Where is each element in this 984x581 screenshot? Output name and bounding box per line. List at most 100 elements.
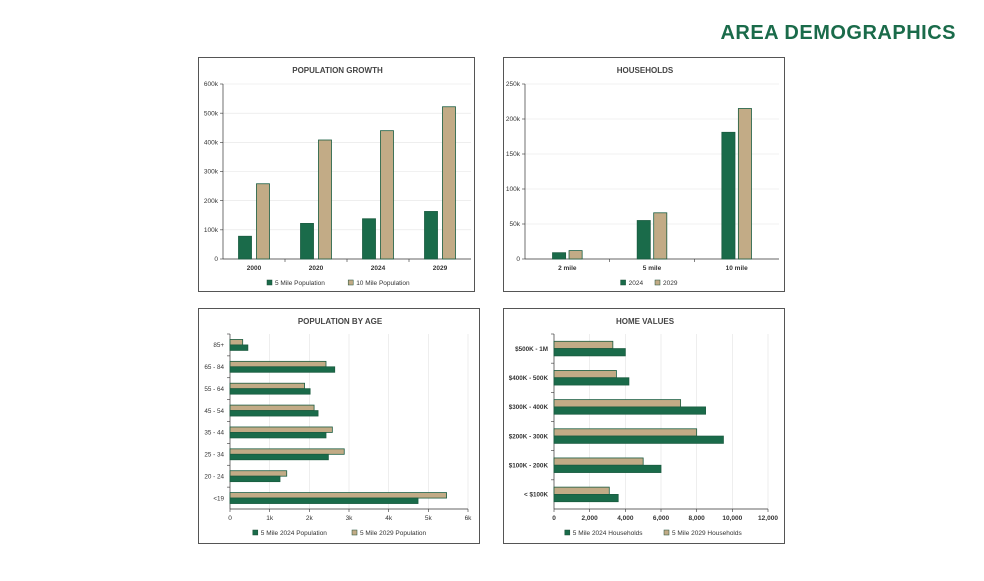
x-tick-label: 2 mile xyxy=(558,265,577,272)
legend-swatch-5-mile-2024-households xyxy=(564,529,571,536)
y-tick-label: $300K - 400K xyxy=(509,404,549,411)
x-tick-label: 0 xyxy=(552,515,556,522)
legend-label-5-mile-2029-households: 5 Mile 2029 Households xyxy=(672,530,742,537)
y-tick-label: $400K - 500K xyxy=(509,375,549,382)
y-tick-label: 150k xyxy=(506,151,521,158)
chart-title: POPULATION BY AGE xyxy=(298,317,383,326)
y-tick-label: $500K - 1M xyxy=(515,346,548,353)
bar-5-mile-2029-households-300k-400k xyxy=(553,399,682,408)
y-tick-label: 250k xyxy=(506,81,521,88)
bar-5-mile-2024-population-85 xyxy=(229,344,249,351)
legend-label-5-mile-2024-households: 5 Mile 2024 Households xyxy=(573,530,643,537)
legend-label-5-mile-population: 5 Mile Population xyxy=(275,280,325,287)
bar-5-mile-2024-population-19 xyxy=(229,497,419,504)
y-tick-label: 35 - 44 xyxy=(204,430,224,437)
x-tick-label: 0 xyxy=(228,515,232,522)
bar-5-mile-2029-population-25-34 xyxy=(229,448,345,455)
x-tick-label: 2,000 xyxy=(582,515,599,522)
households-panel: HOUSEHOLDS 0 50k 100k 150k 200k 250k 2 mile 5 mi… xyxy=(503,57,785,292)
chart-title: HOME VALUES xyxy=(616,317,675,326)
bar-5-mile-2029-population-85 xyxy=(229,339,244,346)
x-tick-label: 3k xyxy=(346,515,354,522)
bar-5-mile-2024-households-500k-1m xyxy=(553,348,626,357)
legend-label-2029: 2029 xyxy=(663,280,678,287)
bar-2029-5-mile xyxy=(653,212,668,260)
bar-10-mile-population-2029 xyxy=(442,106,456,260)
y-tick-label: 100k xyxy=(506,186,521,193)
population-growth-panel: POPULATION GROWTH 0 100k 200k 300k 400k 500k 60… xyxy=(198,57,475,292)
legend-swatch-5-mile-2024-population xyxy=(252,529,259,536)
home-values-panel: HOME VALUES 0 2,000 4,000 6,000 8,000 10,000 12… xyxy=(503,308,785,544)
y-tick-label: < $100K xyxy=(524,492,548,499)
legend-swatch-2024 xyxy=(620,279,626,286)
bar-5-mile-2029-households-400k-500k xyxy=(553,370,617,379)
y-tick-label: 500k xyxy=(204,110,219,117)
bar-5-mile-2029-population-20-24 xyxy=(229,470,288,477)
y-tick-label: <19 xyxy=(213,495,224,502)
bar-5-mile-2029-population-65-84 xyxy=(229,360,327,368)
chart-title: HOUSEHOLDS xyxy=(617,66,674,75)
y-tick-label: 600k xyxy=(204,81,219,88)
legend-swatch-10-mile-population xyxy=(347,279,354,286)
bar-5-mile-2024-population-65-84 xyxy=(229,366,336,373)
bar-10-mile-population-2024 xyxy=(380,130,394,260)
y-tick-label: 50k xyxy=(510,221,521,228)
x-tick-label: 2000 xyxy=(247,265,262,272)
bar-5-mile-2024-households-100k-200k xyxy=(553,464,662,473)
y-tick-label: 45 - 54 xyxy=(204,408,224,415)
x-tick-label: 2020 xyxy=(309,265,324,272)
legend-swatch-2029 xyxy=(654,279,661,286)
legend-swatch-5-mile-population xyxy=(266,279,273,286)
bar-5-mile-population-2024 xyxy=(362,218,376,260)
bar-2029-10-mile xyxy=(737,108,752,260)
bar-5-mile-2024-population-55-64 xyxy=(229,388,311,395)
y-tick-label: 0 xyxy=(214,256,218,263)
x-tick-label: 5 mile xyxy=(643,265,662,272)
bar-5-mile-2029-population-55-64 xyxy=(229,382,305,390)
bar-5-mile-2024-population-20-24 xyxy=(229,475,281,483)
bar-5-mile-2029-population-35-44 xyxy=(229,426,333,433)
chart-title: POPULATION GROWTH xyxy=(292,66,383,75)
y-tick-label: $200K - 300K xyxy=(509,433,549,440)
bar-5-mile-2029-population-19 xyxy=(229,492,447,499)
bar-5-mile-2024-population-45-54 xyxy=(229,410,319,417)
y-tick-label: 85+ xyxy=(213,342,224,349)
y-tick-label: 200k xyxy=(204,198,219,205)
y-tick-label: $100K - 200K xyxy=(509,462,549,469)
legend-label-10-mile-population: 10 Mile Population xyxy=(356,280,410,287)
x-tick-label: 6,000 xyxy=(653,515,670,522)
bar-5-mile-2024-households-200k-300k xyxy=(553,435,724,444)
population-by-age-chart: POPULATION BY AGE 0 1k 2k 3k 4k 5k 6k 85+ 65 - 84… xyxy=(204,317,472,537)
legend-swatch-5-mile-2029-households xyxy=(663,529,670,536)
bar-5-mile-2024-households-100k xyxy=(553,494,619,503)
population-by-age-panel: POPULATION BY AGE 0 1k 2k 3k 4k 5k 6k 85+ 65 - 84… xyxy=(198,308,480,544)
y-tick-label: 65 - 84 xyxy=(204,364,224,371)
x-tick-label: 2024 xyxy=(371,265,386,272)
bar-5-mile-2024-population-35-44 xyxy=(229,432,327,439)
bar-5-mile-population-2020 xyxy=(300,223,314,260)
bar-5-mile-2024-households-300k-400k xyxy=(553,406,706,415)
bar-5-mile-2024-population-25-34 xyxy=(229,453,329,461)
bar-10-mile-population-2020 xyxy=(318,139,332,260)
x-tick-label: 8,000 xyxy=(689,515,706,522)
bar-5-mile-2029-population-45-54 xyxy=(229,404,315,411)
legend-label-2024: 2024 xyxy=(629,280,644,287)
y-tick-label: 300k xyxy=(204,169,219,176)
bar-5-mile-population-2000 xyxy=(238,235,252,260)
bar-5-mile-2029-households-200k-300k xyxy=(553,428,698,437)
x-tick-label: 4,000 xyxy=(617,515,634,522)
bar-5-mile-2029-households-500k-1m xyxy=(553,340,614,349)
x-tick-label: 2029 xyxy=(433,265,448,272)
legend-swatch-5-mile-2029-population xyxy=(351,529,358,536)
bar-10-mile-population-2000 xyxy=(256,183,270,260)
y-tick-label: 0 xyxy=(516,256,520,263)
x-tick-label: 1k xyxy=(266,515,274,522)
bar-2024-5-mile xyxy=(636,220,651,260)
home-values-chart: HOME VALUES 0 2,000 4,000 6,000 8,000 10,000 12… xyxy=(509,317,779,537)
page-title: AREA DEMOGRAPHICS xyxy=(720,22,956,44)
bar-5-mile-population-2029 xyxy=(424,211,438,260)
x-tick-label: 2k xyxy=(306,515,314,522)
x-tick-label: 10 mile xyxy=(726,265,748,272)
households-chart: HOUSEHOLDS 0 50k 100k 150k 200k 250k 2 mile 5 mi… xyxy=(506,66,779,287)
bar-2024-10-mile xyxy=(721,131,736,260)
